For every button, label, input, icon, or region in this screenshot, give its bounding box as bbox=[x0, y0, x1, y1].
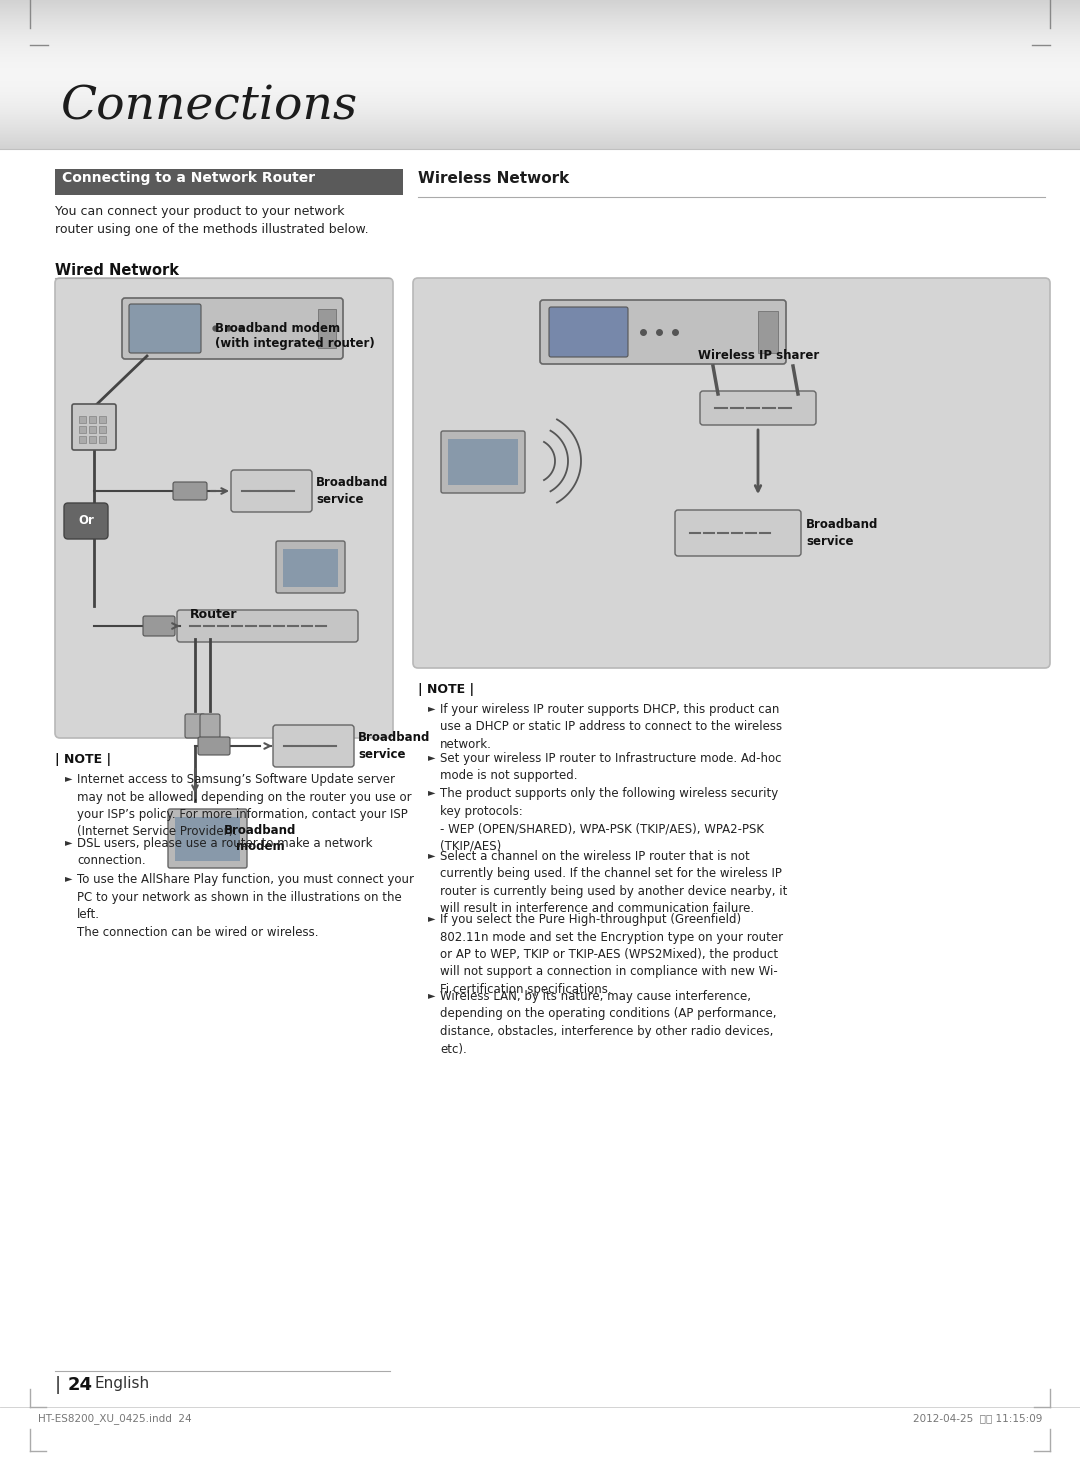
FancyBboxPatch shape bbox=[198, 737, 230, 754]
Bar bbox=[79, 426, 86, 433]
Bar bbox=[283, 549, 338, 587]
FancyBboxPatch shape bbox=[55, 278, 393, 738]
Text: 24: 24 bbox=[68, 1375, 93, 1395]
Text: ►: ► bbox=[428, 913, 435, 923]
Bar bbox=[89, 436, 96, 444]
Text: Wireless Network: Wireless Network bbox=[418, 172, 569, 186]
Bar bbox=[448, 439, 518, 485]
Text: ►: ► bbox=[428, 850, 435, 859]
Text: | NOTE |: | NOTE | bbox=[55, 753, 111, 766]
Text: Broadband
service: Broadband service bbox=[357, 731, 430, 762]
FancyBboxPatch shape bbox=[177, 609, 357, 642]
Bar bbox=[79, 416, 86, 423]
Text: Set your wireless IP router to Infrastructure mode. Ad-hoc
mode is not supported: Set your wireless IP router to Infrastru… bbox=[440, 751, 782, 782]
Text: Broadband
service: Broadband service bbox=[316, 476, 389, 506]
Text: ►: ► bbox=[428, 787, 435, 797]
Text: ►: ► bbox=[428, 751, 435, 762]
Text: ►: ► bbox=[65, 873, 72, 883]
Text: Wireless LAN, by its nature, may cause interference,
depending on the operating : Wireless LAN, by its nature, may cause i… bbox=[440, 989, 777, 1056]
Text: Wireless IP sharer: Wireless IP sharer bbox=[698, 349, 820, 362]
Text: Broadband
modem: Broadband modem bbox=[224, 824, 296, 853]
FancyBboxPatch shape bbox=[122, 297, 343, 359]
Text: | NOTE |: | NOTE | bbox=[418, 683, 474, 697]
Text: HT-ES8200_XU_0425.indd  24: HT-ES8200_XU_0425.indd 24 bbox=[38, 1412, 191, 1424]
Text: 2012-04-25  오전 11:15:09: 2012-04-25 오전 11:15:09 bbox=[913, 1412, 1042, 1423]
Text: To use the AllShare Play function, you must connect your
PC to your network as s: To use the AllShare Play function, you m… bbox=[77, 873, 414, 939]
FancyBboxPatch shape bbox=[129, 305, 201, 353]
Bar bbox=[55, 169, 403, 195]
Bar bbox=[89, 426, 96, 433]
Text: ►: ► bbox=[65, 774, 72, 782]
FancyBboxPatch shape bbox=[185, 714, 205, 738]
FancyBboxPatch shape bbox=[173, 482, 207, 500]
FancyBboxPatch shape bbox=[143, 615, 175, 636]
Text: Router: Router bbox=[190, 608, 238, 621]
FancyBboxPatch shape bbox=[273, 725, 354, 768]
FancyBboxPatch shape bbox=[700, 390, 816, 424]
Bar bbox=[89, 416, 96, 423]
FancyBboxPatch shape bbox=[200, 714, 220, 738]
FancyBboxPatch shape bbox=[168, 809, 247, 868]
Bar bbox=[99, 416, 106, 423]
Text: Broadband
service: Broadband service bbox=[806, 518, 878, 549]
FancyBboxPatch shape bbox=[276, 541, 345, 593]
Text: Broadband modem
(with integrated router): Broadband modem (with integrated router) bbox=[215, 321, 375, 351]
Bar bbox=[318, 309, 336, 348]
Text: Select a channel on the wireless IP router that is not
currently being used. If : Select a channel on the wireless IP rout… bbox=[440, 850, 787, 916]
Text: Wired Network: Wired Network bbox=[55, 263, 179, 278]
FancyBboxPatch shape bbox=[231, 470, 312, 512]
Text: The product supports only the following wireless security
key protocols:
- WEP (: The product supports only the following … bbox=[440, 787, 779, 852]
FancyBboxPatch shape bbox=[540, 300, 786, 364]
Bar bbox=[79, 436, 86, 444]
Text: Connecting to a Network Router: Connecting to a Network Router bbox=[62, 172, 315, 185]
FancyBboxPatch shape bbox=[549, 308, 627, 356]
Bar bbox=[99, 426, 106, 433]
Text: ►: ► bbox=[428, 989, 435, 1000]
Text: DSL users, please use a router to make a network
connection.: DSL users, please use a router to make a… bbox=[77, 837, 373, 868]
Text: Internet access to Samsung’s Software Update server
may not be allowed, dependin: Internet access to Samsung’s Software Up… bbox=[77, 774, 411, 839]
Text: You can connect your product to your network
router using one of the methods ill: You can connect your product to your net… bbox=[55, 206, 368, 237]
FancyBboxPatch shape bbox=[64, 503, 108, 538]
Text: ►: ► bbox=[428, 703, 435, 713]
Text: Connections: Connections bbox=[60, 84, 357, 129]
Text: If you select the Pure High-throughput (Greenfield)
802.11n mode and set the Enc: If you select the Pure High-throughput (… bbox=[440, 913, 783, 995]
Text: If your wireless IP router supports DHCP, this product can
use a DHCP or static : If your wireless IP router supports DHCP… bbox=[440, 703, 782, 751]
Bar bbox=[758, 311, 778, 353]
Text: ►: ► bbox=[65, 837, 72, 847]
FancyBboxPatch shape bbox=[72, 404, 116, 450]
FancyBboxPatch shape bbox=[441, 430, 525, 493]
FancyBboxPatch shape bbox=[675, 510, 801, 556]
Bar bbox=[99, 436, 106, 444]
Text: |: | bbox=[55, 1375, 62, 1395]
Bar bbox=[175, 816, 240, 861]
Text: Or: Or bbox=[78, 515, 94, 528]
Text: English: English bbox=[95, 1375, 150, 1392]
FancyBboxPatch shape bbox=[413, 278, 1050, 669]
